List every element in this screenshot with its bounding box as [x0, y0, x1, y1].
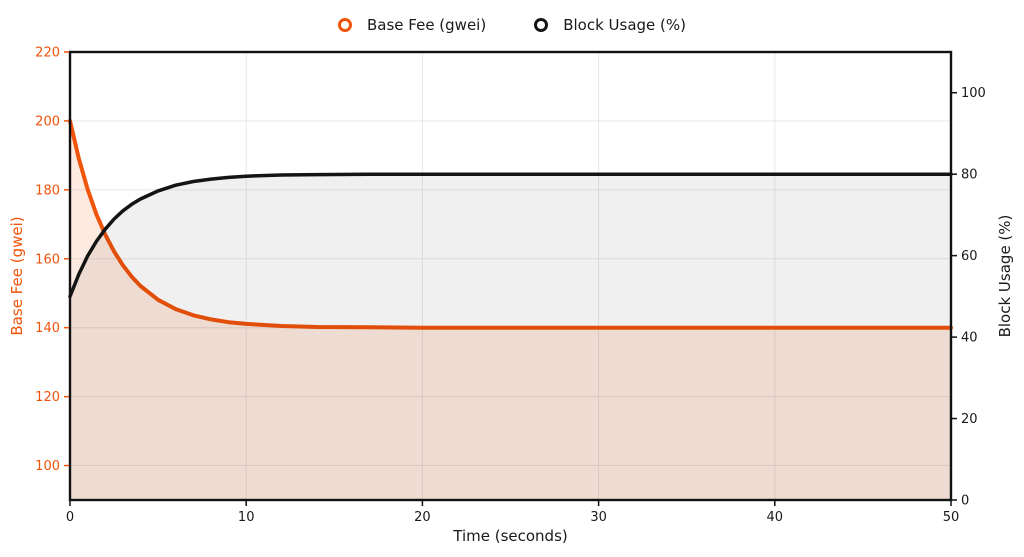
legend-label: Base Fee (gwei): [366, 15, 487, 34]
tick-label-left: 100: [35, 459, 60, 474]
tick-label-left: 160: [35, 252, 60, 267]
plot-border: [68, 50, 953, 502]
tick-label-x: 50: [943, 510, 960, 525]
tick-label-left: 220: [35, 46, 60, 61]
series-area-fill: [70, 120, 951, 501]
chart-legend: Base Fee (gwei) Block Usage (%): [0, 12, 1024, 38]
tick-label-left: 200: [35, 114, 60, 129]
tick-label-x: 40: [767, 510, 784, 525]
series-line: [68, 172, 953, 299]
base-fee-marker-icon: [337, 18, 352, 32]
tick-label-x: 20: [414, 510, 431, 525]
tick-label-right: 60: [961, 249, 978, 264]
block-usage-marker-icon: [534, 18, 549, 32]
tick-label-x: 10: [238, 510, 255, 525]
tick-label-x: 0: [66, 510, 74, 525]
left-y-axis-label: Base Fee (gwei): [8, 216, 26, 336]
legend-item-block-usage: Block Usage (%): [534, 15, 687, 34]
tick-label-left: 180: [35, 183, 60, 198]
series-line: [68, 118, 953, 330]
legend-item-base-fee: Base Fee (gwei): [337, 15, 487, 34]
series-area-fill: [70, 174, 951, 500]
x-axis-label: Time (seconds): [453, 527, 568, 545]
tick-label-left: 140: [35, 321, 60, 336]
tick-label-left: 120: [35, 390, 60, 405]
tick-label-right: 40: [961, 331, 978, 346]
tick-label-right: 80: [961, 168, 978, 183]
legend-label: Block Usage (%): [563, 15, 687, 34]
tick-label-right: 20: [961, 412, 978, 427]
right-y-axis-label: Block Usage (%): [996, 214, 1014, 338]
tick-label-right: 100: [961, 86, 986, 101]
tick-label-x: 30: [590, 510, 607, 525]
tick-label-right: 0: [961, 494, 969, 509]
